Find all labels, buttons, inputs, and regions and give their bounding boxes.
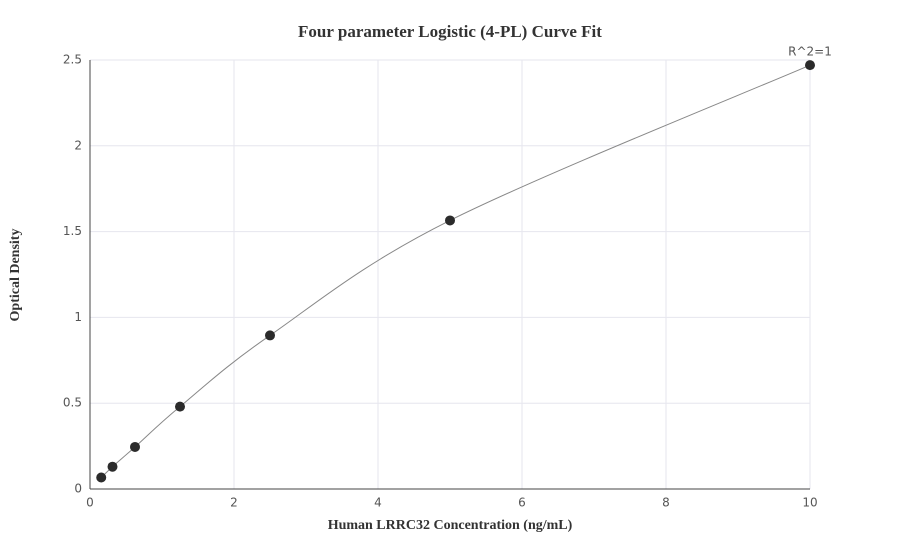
y-tick-label: 0.5 — [63, 396, 82, 410]
data-point — [107, 461, 118, 472]
y-tick-label: 2.5 — [63, 53, 82, 67]
data-point — [445, 215, 455, 226]
data-point — [96, 472, 107, 483]
x-tick-label: 10 — [802, 496, 817, 510]
x-tick-label: 4 — [374, 496, 382, 510]
y-tick-label: 1.5 — [63, 224, 82, 238]
data-point — [805, 60, 815, 71]
data-point — [175, 401, 185, 412]
x-tick-label: 2 — [230, 496, 238, 510]
fit-curve — [100, 64, 811, 478]
y-tick-label: 1 — [74, 310, 82, 324]
y-axis-label: Optical Density — [8, 229, 23, 322]
data-point — [130, 441, 140, 452]
y-tick-label: 0 — [74, 482, 82, 496]
x-tick-label: 0 — [86, 496, 94, 510]
data-point — [265, 330, 275, 341]
y-tick-label: 2 — [74, 138, 82, 152]
x-tick-label: 8 — [662, 496, 670, 510]
chart-title: Four parameter Logistic (4-PL) Curve Fit — [298, 22, 602, 41]
x-tick-label: 6 — [518, 496, 526, 510]
x-axis-label: Human LRRC32 Concentration (ng/mL) — [328, 518, 573, 533]
annotation: R^2=1 — [788, 45, 832, 59]
